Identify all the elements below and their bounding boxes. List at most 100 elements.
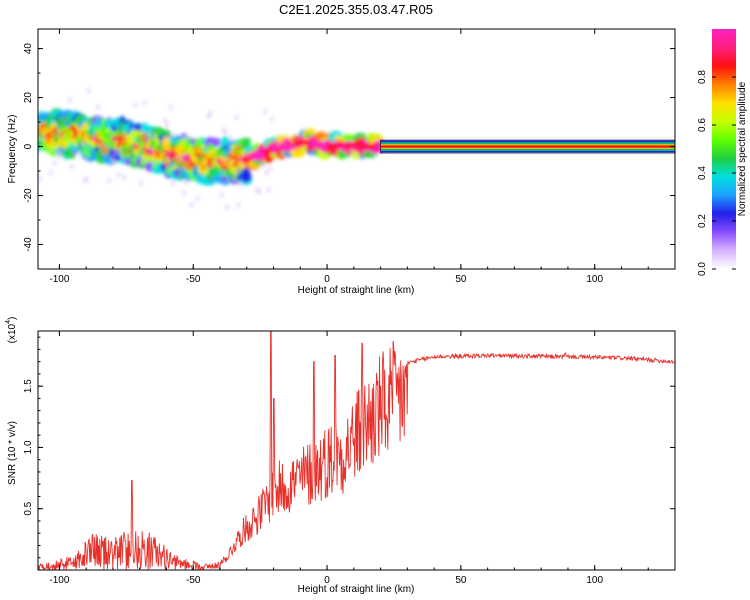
spectrogram-cell [182,189,187,196]
spectrogram-cell [170,179,175,186]
spectrogram-cell [52,159,57,166]
snr-x-ticks: -100 -50 0 50 100 [49,331,676,586]
spectrogram-cell [195,195,200,202]
spectrogram-peak [327,142,338,148]
spectrogram-frame [37,28,676,270]
colorbar-tick-label: 0.0 [697,262,708,276]
figure-title: C2E1.2025.355.03.47.R05 [279,2,433,17]
spectrogram-peak [300,140,311,146]
snr-y-tick-label: 1.5 [23,379,34,393]
spectrogram-peak [292,140,303,146]
spectrogram-peak [343,143,354,149]
spectrogram-cell [262,108,267,115]
spectrogram-cell [208,110,213,117]
spectrogram-cell [69,163,74,170]
spectrogram-y-ticks: 40 20 0 -20 -40 [23,43,675,270]
spectrogram-cell [86,87,91,94]
colorbar-tick-label: 0.2 [697,214,708,228]
spectrogram-y-tick-label: 40 [23,43,34,55]
colorbar-label: Normalized spectral amplitude [737,81,748,216]
spectrogram-cell [241,167,251,180]
spectrogram-heat [38,87,675,211]
colorbar-tick-label: 0.6 [697,118,708,132]
spectrogram-cell [223,128,228,135]
spectrogram-x-label: Height of straight line (km) [298,285,415,296]
spectrogram-cell [225,204,230,211]
spectrogram-cell [122,174,127,181]
snr-x-label: Height of straight line (km) [298,584,415,595]
snr-y-ticks: 0.5 1.0 1.5 [23,336,675,559]
colorbar-tick-label: 0.8 [697,70,708,84]
spectrogram-cell [210,137,222,147]
snr-series [38,331,675,570]
snr-line [38,331,675,570]
spectrogram-cell [342,134,356,142]
spectrogram-peak [367,144,378,150]
snr-scale-suffix: ) [7,317,18,320]
snr-panel: -100 -50 0 50 100 0.5 1.0 1.5 Height of straig… [5,317,676,595]
spectrogram-x-ticks: -100 -50 0 50 100 [49,29,676,285]
spectrogram-cell [67,97,72,104]
spectrogram-y-tick-label: 20 [23,92,34,104]
spectrogram-cell [160,129,171,138]
spectrogram-cell [84,176,89,183]
spectrogram-cell [266,186,271,193]
spectrogram-band-edge [380,139,675,154]
spectrogram-peak [359,143,370,149]
colorbar-ticks: 0.0 0.2 0.4 0.6 0.8 [697,70,736,276]
spectrogram-cell [264,169,269,176]
spectrogram-cell [236,201,241,208]
spectrogram-cell [133,101,138,108]
spectrogram-cell [260,162,265,169]
spectrogram-peak [263,148,274,154]
spectrogram-y-tick-label: 0 [23,143,34,149]
colorbar-tick-label: 0.4 [697,166,708,180]
spectrogram-cell [38,175,42,182]
spectrogram-cell [234,114,239,121]
spectrogram-y-tick-label: -20 [23,188,34,203]
snr-x-tick-label: -100 [49,575,69,586]
spectrogram-cell [184,179,189,186]
spectrogram-cell [270,116,275,123]
spectrogram-cell [268,165,273,172]
spectrogram-x-tick-label: 50 [455,274,467,285]
spectrogram-cell [95,104,100,111]
colorbar-gradient [712,29,736,269]
snr-scale-note: (x104) [5,317,18,344]
snr-x-tick-label: 50 [455,575,467,586]
spectrogram-cell [189,201,194,208]
spectrogram-blobs [38,87,386,211]
snr-x-tick-label: 0 [324,575,330,586]
spectrogram-band [380,145,675,148]
spectrogram-cell [116,171,121,178]
snr-scale-exponent: 4 [5,320,12,324]
spectrogram-cell [49,169,54,176]
snr-y-tick-label: 0.5 [23,501,34,515]
colorbar: 0.0 0.2 0.4 0.6 0.8 Normalized spectral ampl… [697,29,748,276]
snr-x-tick-label: 100 [586,575,603,586]
spectrogram-y-tick-label: -40 [23,237,34,252]
spectrogram-cell [165,122,170,129]
snr-x-tick-label: -50 [186,575,201,586]
spectrogram-cell [228,135,233,142]
spectrogram-x-tick-label: -100 [49,274,69,285]
spectrogram-cell [169,104,174,111]
snr-y-tick-label: 1.0 [23,440,34,454]
spectrogram-panel: -100 -50 0 50 100 40 20 0 -20 -40 Height of stra… [7,28,676,296]
spectrogram-x-tick-label: -50 [186,274,201,285]
spectrogram-cell [163,117,168,124]
spectrogram-y-label: Frequency (Hz) [7,115,18,184]
snr-frame [37,330,676,571]
spectrogram-cell [257,188,262,195]
snr-y-label: SNR (10 * v/v) [7,421,18,485]
spectrogram-cell [219,191,224,198]
spectrogram-x-tick-label: 100 [586,274,603,285]
snr-scale-prefix: (x10 [7,323,18,343]
spectrogram-x-tick-label: 0 [324,274,330,285]
spectrogram-cell [107,177,112,184]
spectrogram-peak [241,157,252,163]
spectrogram-cell [142,99,147,106]
svg-text:(x104): (x104) [5,317,18,344]
spectrogram-cell [139,180,144,187]
